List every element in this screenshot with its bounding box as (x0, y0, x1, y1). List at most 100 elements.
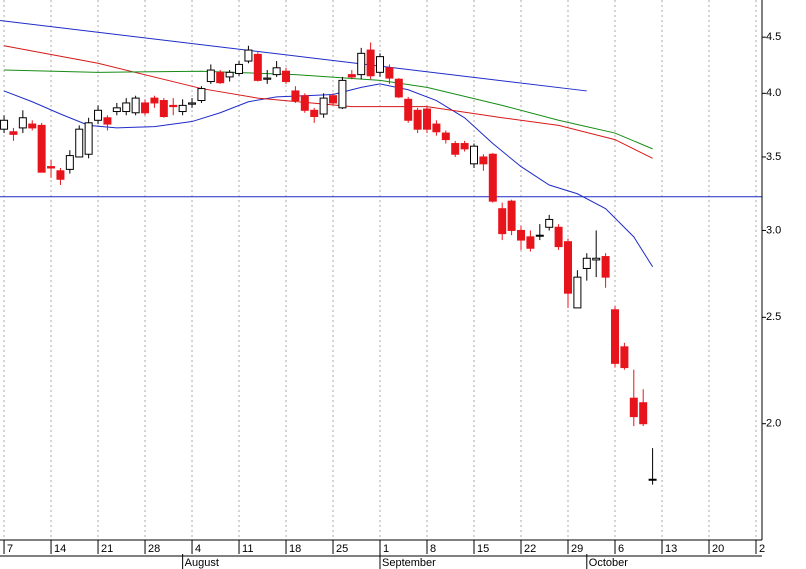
candle-body (225, 71, 234, 78)
candle-body (526, 236, 535, 249)
candle-body (413, 109, 422, 130)
moving-average-line (3, 45, 653, 159)
candle-body (554, 226, 563, 248)
candle-body (338, 79, 347, 109)
candle-body (620, 346, 629, 369)
candle-body (329, 95, 338, 104)
candle-body (563, 241, 572, 294)
candle-body (300, 95, 309, 111)
candle-body (441, 132, 450, 141)
x-tick-label: 21 (101, 543, 113, 555)
x-tick-label: 6 (618, 543, 624, 555)
x-tick-label: 15 (477, 543, 489, 555)
candle-body (535, 234, 544, 237)
candle-body (629, 397, 638, 418)
candle-body (253, 53, 262, 81)
month-label: September (382, 557, 436, 569)
candle-body (0, 119, 9, 130)
candle-body (545, 218, 554, 228)
candle-body (150, 97, 159, 104)
candle-body (610, 309, 619, 364)
candle-body (347, 74, 356, 78)
month-label: August (185, 557, 219, 569)
y-tick-label: 4.5 (766, 31, 781, 43)
moving-average-line (3, 83, 654, 268)
candle-body (423, 108, 432, 130)
y-tick-label: 3.0 (766, 224, 781, 236)
candle-body (394, 78, 403, 98)
x-tick-label: 11 (242, 543, 253, 555)
candle-body (498, 208, 507, 235)
candle-body (517, 229, 526, 241)
candle-body (432, 123, 441, 133)
x-tick-label: 2 (759, 543, 765, 555)
candle-body (169, 104, 178, 108)
candle-body (479, 156, 488, 165)
candle-body (206, 69, 215, 83)
candle-body (75, 128, 84, 158)
candle-body (122, 102, 131, 113)
y-tick-label: 2.5 (766, 311, 781, 323)
candle-body (385, 67, 394, 79)
candle-body (178, 104, 187, 113)
candle-body (310, 109, 319, 118)
candle-body (404, 98, 413, 121)
moving-average-line (4, 69, 653, 150)
candle-body (65, 155, 74, 170)
candle-body (582, 257, 591, 269)
x-tick-label: 29 (571, 543, 583, 555)
candle-body (573, 276, 582, 309)
candle-body (263, 77, 272, 80)
x-tick-label: 28 (148, 543, 160, 555)
candle-body (56, 170, 65, 180)
y-tick-label: 4.0 (766, 87, 781, 99)
candle-body (94, 109, 103, 121)
candle-body (601, 256, 610, 278)
candle-body (28, 123, 37, 129)
x-tick-label: 14 (54, 543, 66, 555)
candle-body (197, 88, 206, 102)
candle-body (131, 97, 140, 114)
candle-body (112, 107, 121, 113)
candle-body (592, 257, 601, 261)
candle-body (282, 70, 291, 83)
x-tick-label: 7 (7, 543, 13, 555)
candle-body (460, 143, 469, 150)
candle-body (18, 117, 27, 129)
x-tick-label: 22 (524, 543, 536, 555)
x-tick-label: 25 (336, 543, 348, 555)
x-tick-label: 13 (665, 543, 677, 555)
candle-body (319, 97, 328, 115)
candle-body (451, 143, 460, 155)
candle-body (507, 200, 516, 231)
candle-body (159, 100, 168, 118)
x-tick-label: 18 (289, 543, 301, 555)
candle-body (244, 49, 253, 62)
candle-body (47, 166, 56, 169)
candle-body (366, 49, 375, 77)
candle-body (216, 71, 225, 84)
candle-body (291, 90, 300, 102)
candle-body (272, 67, 281, 76)
candle-body (103, 117, 112, 125)
month-label: October (589, 557, 628, 569)
candle-body (9, 131, 18, 135)
candle-body (488, 153, 497, 202)
candle-body (470, 145, 479, 165)
x-tick-label: 20 (712, 543, 724, 555)
candle-body (235, 63, 244, 74)
y-tick-label: 2.0 (766, 418, 781, 430)
candle-body (141, 102, 150, 114)
moving-average-line (0, 20, 587, 92)
candle-body (376, 56, 385, 73)
candle-body (639, 402, 648, 425)
x-tick-label: 1 (383, 543, 389, 555)
candle-body (648, 478, 657, 481)
candle-body (37, 124, 46, 173)
candle-body (357, 52, 366, 76)
x-tick-label: 8 (430, 543, 436, 555)
x-tick-label: 4 (195, 543, 201, 555)
